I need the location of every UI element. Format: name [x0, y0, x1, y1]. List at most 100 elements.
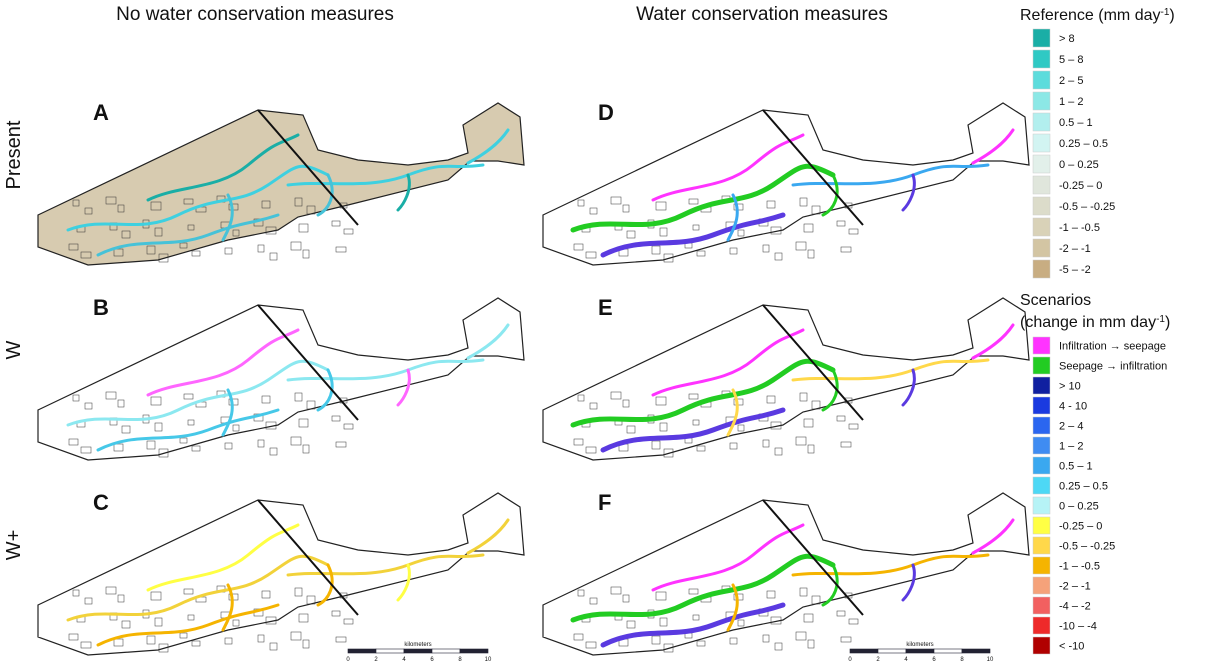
scale-tick-label: 10	[987, 657, 994, 663]
legend-swatch	[1033, 437, 1050, 454]
parcel	[730, 638, 737, 644]
parcel	[796, 437, 806, 445]
legend-label: Infiltration → seepage	[1059, 341, 1166, 353]
scale-tick-label: 0	[346, 657, 350, 663]
parcel	[270, 643, 277, 650]
figure: No water conservation measures Water con…	[0, 0, 1215, 666]
legend-label: 0 – 0.25	[1059, 501, 1099, 513]
legend-label: 0.5 – 1	[1059, 461, 1093, 473]
legend-label: -2 – -1	[1059, 581, 1091, 593]
legend-swatch	[1033, 517, 1050, 534]
row-label: W	[3, 340, 25, 359]
parcel	[849, 619, 858, 624]
scale-tick-label: 10	[485, 657, 492, 663]
legend-swatch	[1033, 537, 1050, 554]
parcel	[258, 440, 264, 447]
parcel	[270, 448, 277, 455]
map-outline	[38, 493, 524, 655]
parcel	[336, 637, 346, 642]
parcel	[808, 640, 814, 648]
scale-tick-label: 6	[932, 657, 936, 663]
scale-segment	[878, 649, 906, 653]
legend-label: 0.5 – 1	[1059, 117, 1093, 129]
legend-heading: Scenarios	[1020, 292, 1091, 309]
parcel	[775, 643, 782, 650]
parcel	[291, 437, 301, 445]
parcel	[270, 253, 277, 260]
legend-label: > 10	[1059, 381, 1081, 393]
legend-title-end: )	[1165, 314, 1170, 331]
parcel	[336, 442, 346, 447]
parcel	[763, 440, 769, 447]
parcel	[763, 245, 769, 252]
parcel	[763, 635, 769, 642]
legend-label: < -10	[1059, 641, 1084, 653]
legend-title-end: )	[1169, 7, 1174, 24]
legend-swatch	[1033, 457, 1050, 474]
parcel	[804, 224, 813, 232]
legend-label: 0 – 0.25	[1059, 159, 1099, 171]
map-panel: A	[38, 100, 524, 265]
parcel	[336, 247, 346, 252]
legend-swatch	[1033, 497, 1050, 514]
legend-label: 0.25 – 0.5	[1059, 138, 1108, 150]
scale-tick-label: 0	[848, 657, 852, 663]
parcel	[344, 619, 353, 624]
parcel	[841, 247, 851, 252]
legend-swatch	[1033, 176, 1050, 194]
parcel	[796, 632, 806, 640]
row-label: Present	[3, 120, 25, 189]
legend-swatch	[1033, 577, 1050, 594]
parcel	[192, 251, 200, 256]
scale-tick-label: 2	[876, 657, 880, 663]
legend-swatch	[1033, 260, 1050, 278]
map-outline	[543, 103, 1029, 265]
legend-title-text: Reference (mm day	[1020, 7, 1161, 24]
map-panel: D	[543, 100, 1029, 265]
legend-swatch	[1033, 113, 1050, 131]
map-panel: E	[543, 295, 1029, 460]
legend-label: -0.5 – -0.25	[1059, 541, 1115, 553]
legend-title: Reference (mm day-1)	[1020, 7, 1175, 25]
scale-label: kilometers	[906, 642, 933, 648]
panel-letter: C	[93, 490, 109, 515]
legend-swatch	[1033, 337, 1050, 354]
panel-letter: A	[93, 100, 109, 125]
parcel	[697, 251, 705, 256]
legend-label: -0.25 – 0	[1059, 180, 1102, 192]
parcel	[849, 424, 858, 429]
legend-swatch	[1033, 597, 1050, 614]
parcel	[225, 248, 232, 254]
parcel	[299, 224, 308, 232]
panel-letter: B	[93, 295, 109, 320]
legend-label: 1 – 2	[1059, 96, 1083, 108]
legend-label: -2 – -1	[1059, 243, 1091, 255]
scale-tick-label: 6	[430, 657, 434, 663]
legend-swatch	[1033, 239, 1050, 257]
legend-label: -10 – -4	[1059, 621, 1097, 633]
legend-title: (change in mm day-1)	[1020, 314, 1170, 332]
parcel	[332, 611, 340, 616]
legend-label: -1 – -0.5	[1059, 561, 1100, 573]
legend-swatch	[1033, 29, 1050, 47]
panel-letter: F	[598, 490, 611, 515]
scale-tick-label: 4	[402, 657, 406, 663]
parcel	[225, 638, 232, 644]
legend-swatch	[1033, 397, 1050, 414]
legend-title-text: (change in mm day	[1020, 314, 1156, 331]
reference-legend: Reference (mm day-1)	[1020, 7, 1175, 25]
legend-swatch	[1033, 71, 1050, 89]
parcel	[697, 446, 705, 451]
legend-label: 2 – 4	[1059, 421, 1083, 433]
legend-swatch	[1033, 637, 1050, 654]
parcel	[344, 229, 353, 234]
parcel	[837, 416, 845, 421]
legend-swatch	[1033, 377, 1050, 394]
legend-swatch	[1033, 197, 1050, 215]
legend-label: -1 – -0.5	[1059, 222, 1100, 234]
legend-label: -5 – -2	[1059, 264, 1091, 276]
scale-segment	[348, 649, 376, 653]
legend-swatch	[1033, 557, 1050, 574]
parcel	[344, 424, 353, 429]
map-outline	[38, 103, 524, 265]
